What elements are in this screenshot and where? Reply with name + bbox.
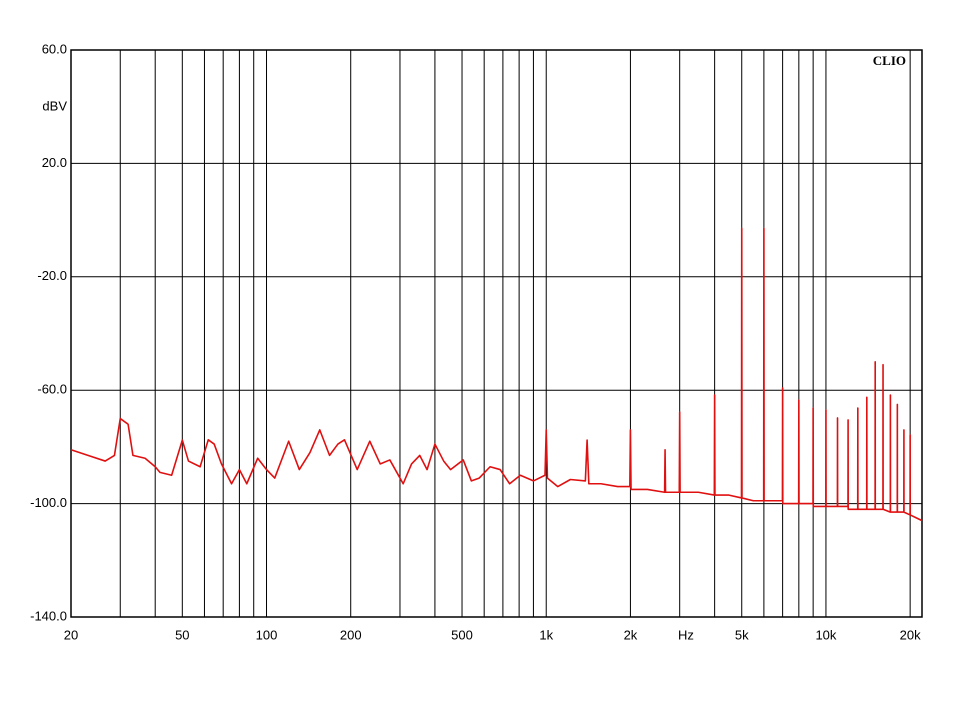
plot-border: [70, 49, 923, 618]
x-tick-label: 5k: [735, 627, 749, 642]
x-axis-label: Hz: [678, 627, 694, 642]
y-tick-label: -20.0: [37, 268, 67, 283]
x-tick-label: 10k: [815, 627, 836, 642]
x-tick-label: 20k: [900, 627, 921, 642]
spectrum-line: [70, 227, 923, 522]
y-tick-label: 20.0: [42, 155, 67, 170]
x-tick-label: 50: [175, 627, 189, 642]
x-tick-label: 20: [64, 627, 78, 642]
x-tick-label: 100: [256, 627, 278, 642]
y-tick-label: -100.0: [30, 495, 67, 510]
x-tick-label: 200: [340, 627, 362, 642]
watermark: CLIO: [873, 53, 906, 68]
y-tick-label: -60.0: [37, 382, 67, 397]
x-tick-label: 500: [451, 627, 473, 642]
y-tick-label: 60.0: [42, 41, 67, 56]
x-tick-label: 1k: [539, 627, 553, 642]
x-tick-label: 2k: [624, 627, 638, 642]
y-tick-label: -140.0: [30, 608, 67, 623]
y-axis-label: dBV: [42, 98, 67, 113]
